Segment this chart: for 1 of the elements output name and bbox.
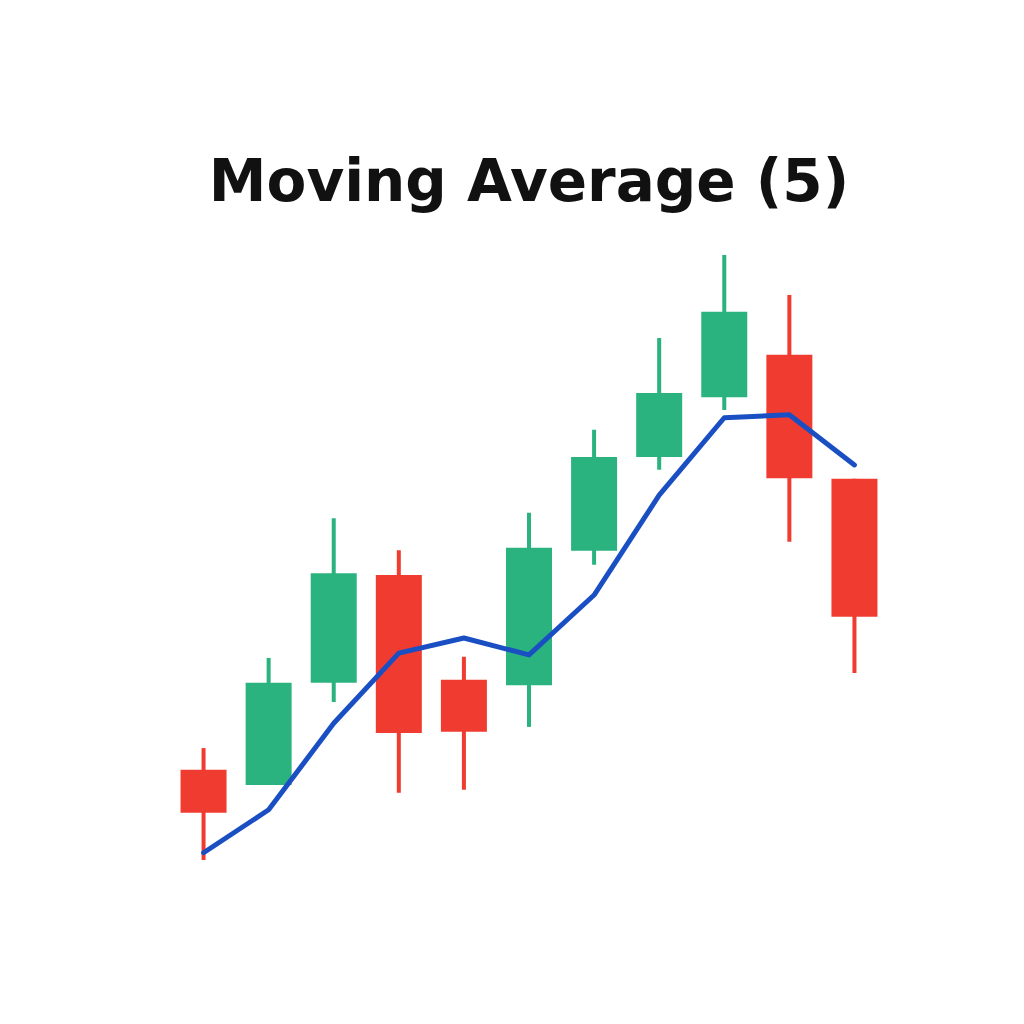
chart-title: Moving Average (5) [208, 147, 850, 215]
